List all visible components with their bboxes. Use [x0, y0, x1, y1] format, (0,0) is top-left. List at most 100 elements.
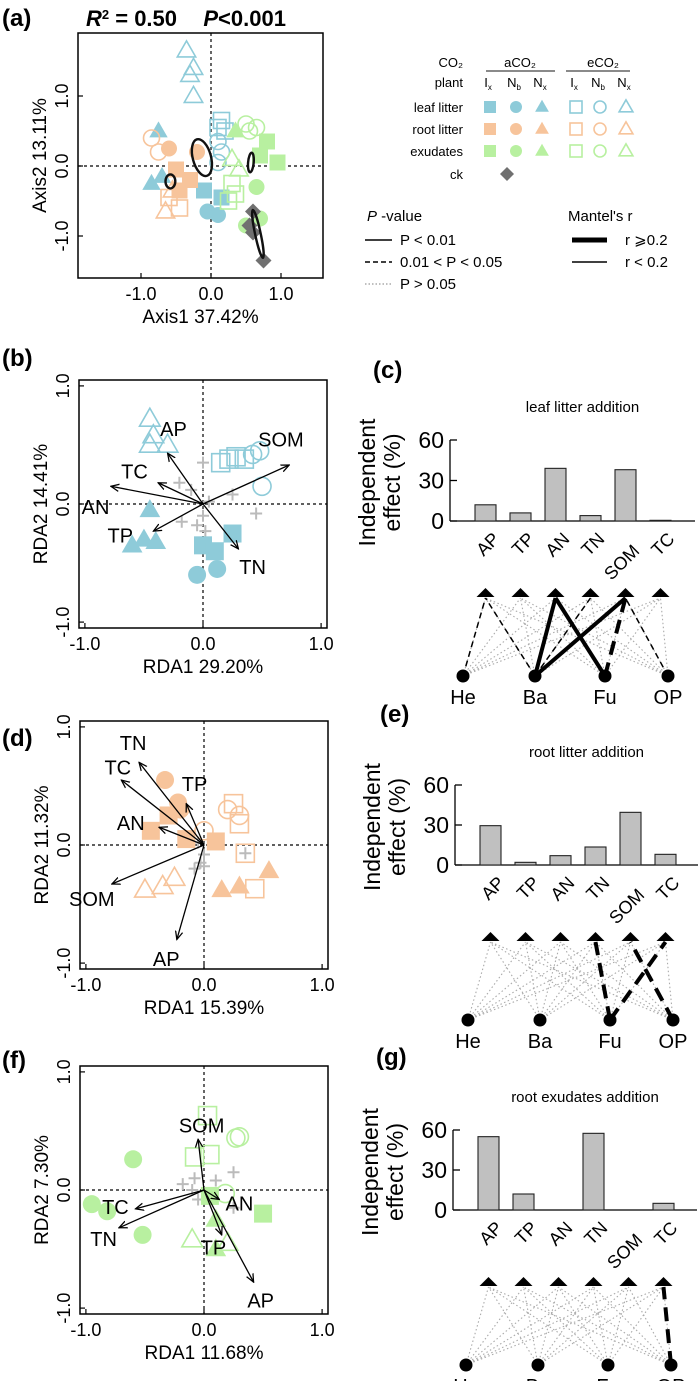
- edge-nonsignificant: [465, 1286, 594, 1366]
- soil-node-triangle: [656, 932, 675, 941]
- legend-pvalue-text: P < 0.01: [400, 232, 456, 249]
- env-vector-label: TN: [120, 733, 147, 755]
- edge-significant: [661, 1286, 673, 1366]
- square-marker: [141, 821, 160, 840]
- triangle-marker: [138, 406, 162, 427]
- soil-node-triangle: [586, 932, 605, 941]
- env-vector-label: AN: [82, 497, 110, 519]
- env-vector-arrow: [121, 780, 205, 846]
- x-tick-label: -1.0: [69, 634, 100, 654]
- square-marker: [223, 793, 244, 814]
- triangle-marker: [139, 499, 161, 518]
- cross-marker: [227, 1201, 240, 1214]
- env-vector-label: TP: [201, 1237, 227, 1259]
- y-tick-label: 60: [418, 427, 444, 453]
- square-marker: [223, 174, 241, 193]
- legend-pvalue-text: P > 0.05: [400, 276, 456, 293]
- bar: [479, 825, 502, 866]
- category-label: SOM: [600, 541, 643, 584]
- env-vector-arrow: [168, 453, 204, 505]
- cross-marker: [209, 1174, 222, 1187]
- y-tick-label: 30: [421, 1157, 447, 1183]
- plot-frame: [77, 32, 324, 279]
- bar: [509, 512, 532, 522]
- env-vector-arrow: [111, 486, 204, 505]
- bio-node-label: He: [453, 1376, 479, 1381]
- circle-marker: [229, 1127, 250, 1147]
- bar: [619, 811, 642, 866]
- y-tick-label: 60: [421, 1117, 447, 1143]
- square-marker: [184, 1147, 205, 1167]
- edge-nonsignificant: [467, 941, 492, 1021]
- square-marker: [254, 1204, 273, 1223]
- square-marker: [209, 118, 227, 137]
- category-label: TC: [650, 1218, 681, 1249]
- circle-marker: [510, 145, 522, 157]
- square-marker: [197, 1105, 218, 1126]
- circle-marker: [212, 143, 231, 161]
- edge-nonsignificant: [524, 941, 541, 1021]
- square-marker: [569, 144, 583, 158]
- square-marker: [219, 192, 238, 210]
- env-vector-arrow: [158, 483, 204, 505]
- cross-marker: [199, 525, 212, 538]
- triangle-marker: [211, 879, 233, 898]
- soil-node-triangle: [654, 1277, 673, 1286]
- square-marker: [484, 101, 496, 113]
- category-label: TC: [647, 529, 678, 560]
- legend-row-label: leaf litter: [414, 100, 464, 115]
- circle-marker: [208, 559, 227, 578]
- edge-nonsignificant: [555, 597, 669, 677]
- chart-title: leaf litter addition: [526, 399, 639, 416]
- bio-node-label: Ba: [523, 687, 548, 709]
- category-label: TN: [580, 1218, 611, 1249]
- circle-marker: [82, 1195, 101, 1214]
- edge-nonsignificant: [659, 597, 669, 677]
- edge-nonsignificant: [592, 1286, 609, 1366]
- legend-plant-type: Ix: [484, 75, 492, 92]
- env-vector-label: TC: [102, 1197, 129, 1219]
- env-vector-arrow: [198, 1139, 205, 1191]
- confidence-ellipse: [246, 151, 256, 174]
- legend-plant-type: Nx: [533, 75, 546, 92]
- circle-marker: [249, 441, 270, 461]
- edge-nonsignificant: [519, 597, 536, 677]
- square-marker: [219, 449, 239, 469]
- bar: [544, 467, 567, 522]
- confidence-ellipse: [250, 208, 265, 260]
- legend-eco2-label: eCO₂: [587, 55, 619, 70]
- square-marker: [182, 172, 198, 188]
- edge-nonsignificant: [590, 597, 669, 677]
- x-tick-label: -1.0: [70, 975, 101, 995]
- bar: [474, 504, 497, 522]
- env-vector-arrow: [139, 762, 205, 846]
- y-tick-label: 0: [434, 1197, 447, 1223]
- y-axis-title: RDA2 11.32%: [32, 785, 53, 904]
- panel-label: (g): [376, 1044, 407, 1071]
- bar: [579, 515, 602, 522]
- bio-node-circle: [528, 669, 542, 683]
- env-vector-arrow: [202, 503, 238, 549]
- bio-node-label: He: [450, 687, 476, 709]
- cross-marker: [198, 848, 210, 861]
- x-tick-label: 1.0: [310, 975, 335, 995]
- edge-nonsignificant: [465, 1286, 490, 1366]
- env-vector-arrow: [203, 1189, 254, 1282]
- edge-nonsignificant: [462, 597, 591, 677]
- edge-significant: [628, 941, 675, 1021]
- bio-node-circle: [533, 1013, 547, 1027]
- square-marker: [569, 122, 583, 136]
- env-vector-label: TN: [90, 1229, 117, 1251]
- edge-nonsignificant: [467, 941, 526, 1021]
- chart-title: root litter addition: [529, 744, 644, 761]
- square-marker: [569, 100, 583, 114]
- category-label: AP: [475, 1218, 506, 1249]
- square-marker: [252, 147, 268, 164]
- circle-marker: [210, 207, 226, 223]
- bio-node-label: Ba: [528, 1031, 553, 1053]
- y-tick-label: 1.0: [53, 373, 73, 398]
- diamond-marker: [500, 167, 514, 181]
- cross-marker: [188, 862, 201, 875]
- x-tick-label: 0.0: [191, 975, 216, 995]
